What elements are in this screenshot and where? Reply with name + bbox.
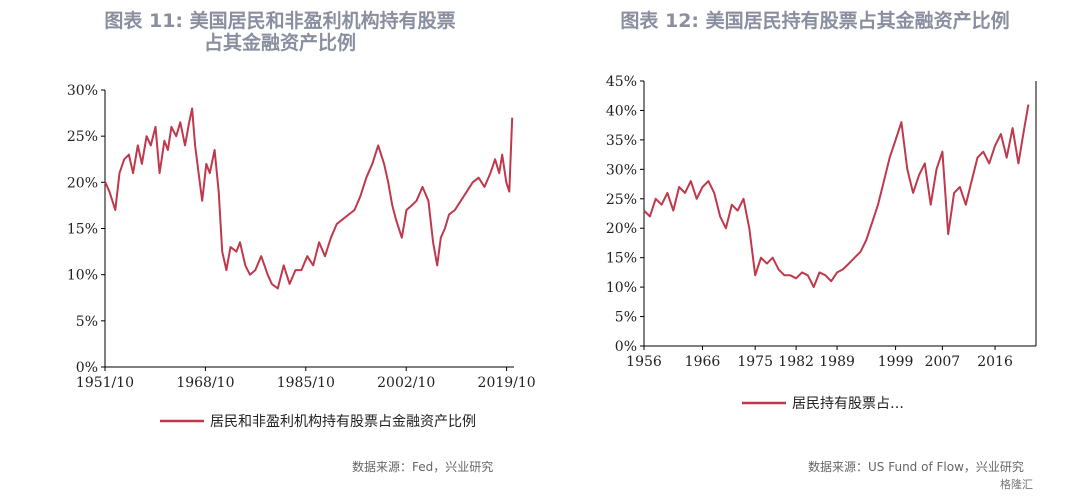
chart-1-x-tick-label: 1968/10 bbox=[176, 375, 234, 391]
chart-2-y-tick-label: 40% bbox=[606, 103, 637, 119]
chart-2-source: 数据来源：US Fund of Flow，兴业研究 bbox=[808, 460, 1024, 474]
chart-1-y-tick-label: 5% bbox=[76, 314, 98, 330]
chart-2-y-tick-label: 0% bbox=[615, 339, 637, 355]
chart-1-x-tick-label: 2019/10 bbox=[478, 375, 536, 391]
chart-1-series-line bbox=[104, 107, 514, 290]
chart-1-y-tick-label: 20% bbox=[67, 175, 98, 191]
chart-1: 0% 5% 10% 15% 20% 25% 30% 1951/10 1968/10 1985/10… bbox=[67, 83, 536, 430]
chart-1-y-tick-label: 15% bbox=[67, 222, 98, 238]
chart-1-title-line-2: 占其金融资产比例 bbox=[203, 32, 356, 54]
chart-2-y-tick-label: 25% bbox=[606, 192, 637, 208]
chart-2-x-tick-label: 2007 bbox=[925, 354, 961, 370]
chart-2-y-tick-label: 30% bbox=[606, 162, 637, 178]
chart-2-y-tick-label: 5% bbox=[615, 310, 637, 326]
chart-2-y-tick-label: 45% bbox=[606, 74, 637, 90]
chart-2-x-tick-label: 1966 bbox=[685, 354, 721, 370]
chart-2-x-tick-label: 1999 bbox=[878, 354, 914, 370]
chart-2-x-tick-label: 2016 bbox=[977, 354, 1013, 370]
chart-1-y-tick-label: 30% bbox=[67, 83, 98, 99]
chart-2-legend-label: 居民持有股票占… bbox=[792, 396, 904, 412]
watermark-logo: 格隆汇 bbox=[1000, 478, 1033, 491]
chart-2-title: 图表 12: 美国居民持有股票占其金融资产比例 bbox=[620, 10, 1010, 32]
chart-1-legend-label: 居民和非盈利机构持有股票占金融资产比例 bbox=[210, 414, 476, 430]
chart-2-x-tick-label: 1956 bbox=[626, 354, 662, 370]
chart-2-x-tick-label: 1989 bbox=[819, 354, 855, 370]
chart-1-y-tick-label: 25% bbox=[67, 129, 98, 145]
chart-1-x-tick-label: 1951/10 bbox=[76, 375, 134, 391]
chart-1-source: 数据来源：Fed，兴业研究 bbox=[352, 460, 494, 474]
chart-1-x-tick-label: 2002/10 bbox=[377, 375, 435, 391]
chart-1-title: 图表 11: 美国居民和非盈利机构持有股票 占其金融资产比例 bbox=[60, 10, 500, 54]
chart-2-y-tick-label: 15% bbox=[606, 251, 637, 267]
chart-2-series-line bbox=[643, 104, 1030, 289]
chart-1-y-tick-label: 0% bbox=[76, 360, 98, 376]
chart-2-x-tick-label: 1975 bbox=[737, 354, 773, 370]
chart-2-y-tick-label: 35% bbox=[606, 133, 637, 149]
chart-2-y-tick-label: 20% bbox=[606, 221, 637, 237]
chart-1-x-tick-label: 1985/10 bbox=[277, 375, 335, 391]
chart-1-y-tick-label: 10% bbox=[67, 268, 98, 284]
chart-1-title-line-1: 图表 11: 美国居民和非盈利机构持有股票 bbox=[104, 10, 456, 32]
chart-2-y-tick-label: 10% bbox=[606, 280, 637, 296]
chart-2-x-tick-label: 1982 bbox=[778, 354, 814, 370]
